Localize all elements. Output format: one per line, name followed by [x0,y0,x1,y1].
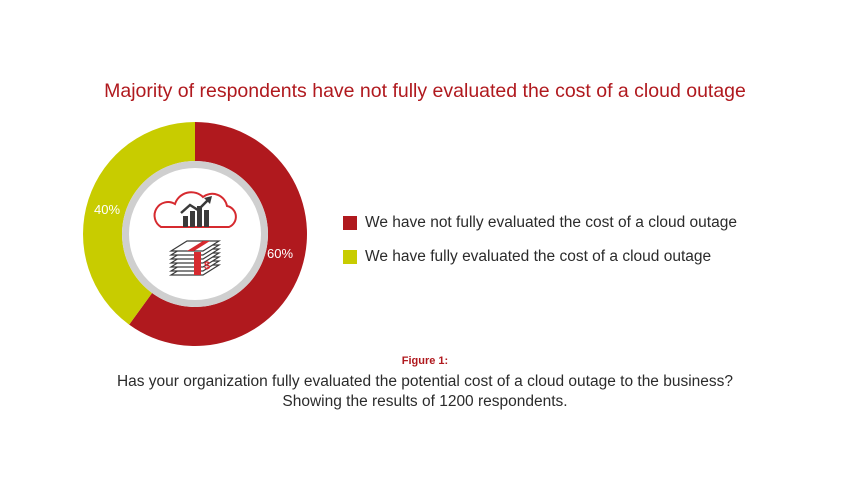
legend: We have not fully evaluated the cost of … [343,213,737,281]
donut-slices [83,122,308,346]
legend-label: We have not fully evaluated the cost of … [365,214,737,231]
legend-swatch-yellow [343,250,357,264]
donut-slice-not-evaluated [129,122,308,346]
donut-slice-evaluated [83,122,195,325]
caption-line: Showing the results of 1200 respondents. [282,393,568,410]
chart-title: Majority of respondents have not fully e… [104,80,746,102]
legend-item-evaluated: We have fully evaluated the cost of a cl… [343,247,737,267]
money-stack-icon: $ [168,240,222,276]
donut-data-label: 60% [267,246,293,261]
donut-hole [129,168,261,300]
caption-line: Has your organization fully evaluated th… [116,373,734,390]
figure-label: Figure 1: [401,355,449,367]
legend-item-not-evaluated: We have not fully evaluated the cost of … [343,213,737,233]
donut-labels: 60% 40% [94,202,293,261]
figure-caption: Has your organization fully evaluated th… [0,372,850,412]
svg-text:$: $ [204,260,210,272]
legend-label: We have fully evaluated the cost of a cl… [365,248,712,265]
donut-chart: $ 60% 40% [83,122,308,346]
legend-swatch-red [343,216,357,230]
donut-data-label: 40% [94,202,120,217]
cloud-chart-icon [153,191,237,228]
